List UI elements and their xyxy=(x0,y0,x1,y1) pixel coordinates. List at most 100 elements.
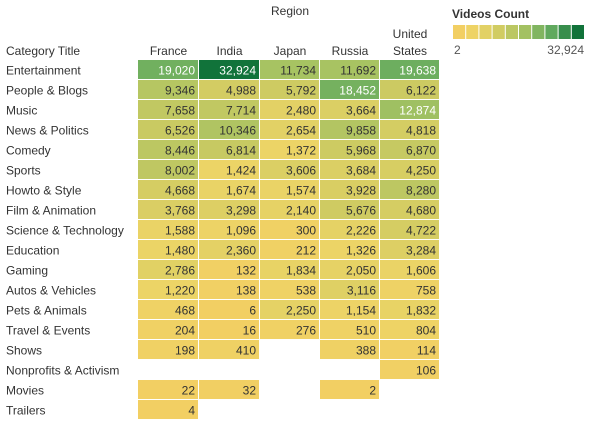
heatmap-cell-science-and-technology-united-states[interactable] xyxy=(380,220,439,239)
heatmap-cell-travel-and-events-india[interactable] xyxy=(199,320,259,339)
heatmap-cell-people-and-blogs-united-states[interactable] xyxy=(380,80,439,99)
heatmap-cell-gaming-russia[interactable] xyxy=(320,260,379,279)
heatmap-cell-news-and-politics-united-states[interactable] xyxy=(380,120,439,139)
heatmap-cell-travel-and-events-japan[interactable] xyxy=(260,320,319,339)
cell-value-howto-and-style-france: 4,668 xyxy=(165,184,195,198)
heatmap-cell-pets-and-animals-united-states[interactable] xyxy=(380,300,439,319)
heatmap-cell-music-united-states[interactable] xyxy=(380,100,439,119)
heatmap-cell-autos-and-vehicles-united-states[interactable] xyxy=(380,280,439,299)
heatmap-cell-travel-and-events-russia[interactable] xyxy=(320,320,379,339)
heatmap-cell-shows-russia[interactable] xyxy=(320,340,379,359)
heatmap-cell-entertainment-russia[interactable] xyxy=(320,60,379,79)
cell-value-film-and-animation-russia: 5,676 xyxy=(346,204,376,218)
heatmap-cell-travel-and-events-france[interactable] xyxy=(138,320,198,339)
heatmap-cell-news-and-politics-russia[interactable] xyxy=(320,120,379,139)
heatmap-cell-autos-and-vehicles-india[interactable] xyxy=(199,280,259,299)
heatmap-cell-travel-and-events-united-states[interactable] xyxy=(380,320,439,339)
heatmap-cell-comedy-japan[interactable] xyxy=(260,140,319,159)
heatmap-cell-entertainment-france[interactable] xyxy=(138,60,198,79)
heatmap-cell-gaming-united-states[interactable] xyxy=(380,260,439,279)
heatmap-cell-sports-india[interactable] xyxy=(199,160,259,179)
cell-value-shows-united-states: 114 xyxy=(417,344,436,358)
heatmap-cell-comedy-france[interactable] xyxy=(138,140,198,159)
heatmap-cell-music-russia[interactable] xyxy=(320,100,379,119)
cell-value-gaming-united-states: 1,606 xyxy=(406,264,436,278)
heatmap-cell-news-and-politics-india[interactable] xyxy=(199,120,259,139)
heatmap-cell-comedy-united-states[interactable] xyxy=(380,140,439,159)
row-label-music: Music xyxy=(6,104,37,118)
heatmap-cell-people-and-blogs-russia[interactable] xyxy=(320,80,379,99)
heatmap-cell-pets-and-animals-india[interactable] xyxy=(199,300,259,319)
legend-min-label: 2 xyxy=(454,43,461,57)
heatmap-cell-science-and-technology-france[interactable] xyxy=(138,220,198,239)
heatmap-cell-film-and-animation-india[interactable] xyxy=(199,200,259,219)
heatmap-cell-entertainment-japan[interactable] xyxy=(260,60,319,79)
heatmap-cell-gaming-japan[interactable] xyxy=(260,260,319,279)
heatmap-cell-shows-france[interactable] xyxy=(138,340,198,359)
heatmap-cell-comedy-russia[interactable] xyxy=(320,140,379,159)
heatmap-cell-entertainment-united-states[interactable] xyxy=(380,60,439,79)
cell-value-news-and-politics-france: 6,526 xyxy=(165,124,195,138)
heatmap-cell-news-and-politics-japan[interactable] xyxy=(260,120,319,139)
heatmap-cell-education-india[interactable] xyxy=(199,240,259,259)
heatmap-cell-film-and-animation-united-states[interactable] xyxy=(380,200,439,219)
cell-value-music-france: 7,658 xyxy=(165,104,195,118)
heatmap-cell-howto-and-style-russia[interactable] xyxy=(320,180,379,199)
heatmap-cell-autos-and-vehicles-france[interactable] xyxy=(138,280,198,299)
legend-swatch-8 xyxy=(545,25,558,39)
cell-value-pets-and-animals-france: 468 xyxy=(175,304,195,318)
cell-value-movies-russia: 2 xyxy=(369,384,376,398)
heatmap-cell-music-france[interactable] xyxy=(138,100,198,119)
heatmap-cell-sports-united-states[interactable] xyxy=(380,160,439,179)
heatmap-cell-shows-india[interactable] xyxy=(199,340,259,359)
heatmap-cell-education-japan[interactable] xyxy=(260,240,319,259)
heatmap-cell-music-japan[interactable] xyxy=(260,100,319,119)
heatmap-cell-pets-and-animals-france[interactable] xyxy=(138,300,198,319)
heatmap-cells[interactable]: 19,020 32,924 11,734 11,692 19,638 9,346 4,988… xyxy=(138,60,439,419)
heatmap-cell-howto-and-style-united-states[interactable] xyxy=(380,180,439,199)
heatmap-cell-movies-india[interactable] xyxy=(199,380,259,399)
heatmap-cell-nonprofits-and-activism-united-states[interactable] xyxy=(380,360,439,379)
heatmap-cell-howto-and-style-japan[interactable] xyxy=(260,180,319,199)
heatmap-cell-music-india[interactable] xyxy=(199,100,259,119)
heatmap-cell-film-and-animation-japan[interactable] xyxy=(260,200,319,219)
row-label-pets-and-animals: Pets & Animals xyxy=(6,304,87,318)
heatmap-cell-entertainment-india[interactable] xyxy=(199,60,259,79)
heatmap-cell-shows-united-states[interactable] xyxy=(380,340,439,359)
heatmap-cell-gaming-india[interactable] xyxy=(199,260,259,279)
heatmap-cell-movies-france[interactable] xyxy=(138,380,198,399)
heatmap-cell-sports-russia[interactable] xyxy=(320,160,379,179)
heatmap-cell-pets-and-animals-russia[interactable] xyxy=(320,300,379,319)
heatmap-cell-howto-and-style-india[interactable] xyxy=(199,180,259,199)
cell-value-comedy-france: 8,446 xyxy=(165,144,195,158)
heatmap-cell-education-russia[interactable] xyxy=(320,240,379,259)
cell-value-trailers-france: 4 xyxy=(188,404,195,418)
heatmap-cell-film-and-animation-russia[interactable] xyxy=(320,200,379,219)
heatmap-cell-comedy-india[interactable] xyxy=(199,140,259,159)
heatmap-cell-sports-japan[interactable] xyxy=(260,160,319,179)
heatmap-cell-film-and-animation-france[interactable] xyxy=(138,200,198,219)
heatmap-cell-people-and-blogs-france[interactable] xyxy=(138,80,198,99)
row-label-news-and-politics: News & Politics xyxy=(6,124,89,138)
heatmap-cell-howto-and-style-france[interactable] xyxy=(138,180,198,199)
heatmap-cell-trailers-france[interactable] xyxy=(138,400,198,419)
legend-swatch-6 xyxy=(519,25,532,39)
heatmap-cell-people-and-blogs-japan[interactable] xyxy=(260,80,319,99)
heatmap-cell-autos-and-vehicles-japan[interactable] xyxy=(260,280,319,299)
cell-value-science-and-technology-russia: 2,226 xyxy=(346,224,376,238)
heatmap-cell-education-united-states[interactable] xyxy=(380,240,439,259)
heatmap-cell-movies-russia[interactable] xyxy=(320,380,379,399)
heatmap-cell-science-and-technology-india[interactable] xyxy=(199,220,259,239)
heatmap-cell-pets-and-animals-japan[interactable] xyxy=(260,300,319,319)
heatmap-cell-autos-and-vehicles-russia[interactable] xyxy=(320,280,379,299)
heatmap-cell-science-and-technology-japan[interactable] xyxy=(260,220,319,239)
heatmap-cell-gaming-france[interactable] xyxy=(138,260,198,279)
heatmap-cell-sports-france[interactable] xyxy=(138,160,198,179)
heatmap-cell-science-and-technology-russia[interactable] xyxy=(320,220,379,239)
heatmap-cell-education-france[interactable] xyxy=(138,240,198,259)
heatmap-cell-news-and-politics-france[interactable] xyxy=(138,120,198,139)
row-label-entertainment: Entertainment xyxy=(6,64,81,78)
legend-swatch-9 xyxy=(558,25,571,39)
heatmap-cell-people-and-blogs-india[interactable] xyxy=(199,80,259,99)
